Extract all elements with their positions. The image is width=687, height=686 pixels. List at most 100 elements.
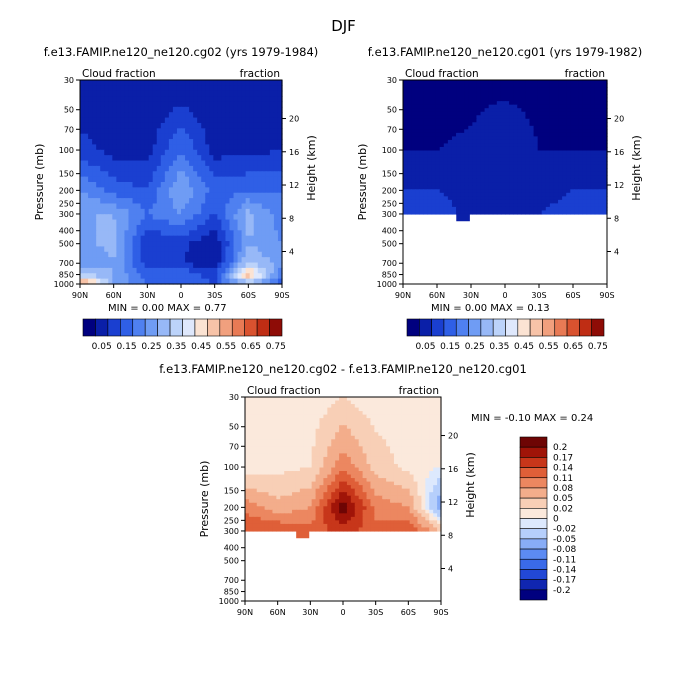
contour-cell [261,80,267,86]
contour-cell [92,208,97,215]
contour-cell [423,129,429,134]
contour-cell [128,144,134,151]
contour-cell [205,219,210,226]
contour-cell [431,132,437,138]
contour-cell [500,139,506,145]
contour-cell [100,214,105,221]
contour-cell [269,187,275,194]
contour-cell [284,463,289,469]
contour-cell [401,411,407,416]
contour-cell [168,224,174,231]
contour-cell [509,101,514,106]
contour-cell [264,435,270,440]
contour-cell [500,87,506,92]
contour-cell [562,199,567,204]
contour-cell [265,192,271,199]
contour-cell [148,182,154,188]
contour-cell [460,101,465,106]
contour-cell [112,101,117,108]
contour-cell [237,278,243,285]
x-tick-label: 90N [72,291,88,300]
contour-cell [209,246,214,253]
contour-cell [468,122,473,127]
contour-cell [229,96,235,103]
contour-cell [168,230,174,237]
contour-cell [586,210,592,215]
contour-cell [152,267,158,274]
contour-cell [156,267,162,274]
contour-cell [100,203,105,210]
contour-cell [116,278,121,285]
contour-cell [549,87,555,92]
contour-cell [570,157,575,162]
contour-cell [460,164,465,169]
contour-cell [517,189,522,194]
y2-tick-label: 8 [614,214,619,223]
contour-cell [578,136,584,141]
contour-cell [378,446,383,451]
colorbar-swatch [419,318,432,337]
contour-cell [468,175,473,180]
contour-cell [529,122,535,127]
contour-cell [260,407,266,412]
contour-cell [496,136,502,141]
contour-cell [562,132,567,138]
contour-cell [100,192,105,199]
contour-cell [480,164,486,169]
contour-cell [273,144,279,151]
contour-cell [140,139,146,146]
contour-cell [156,149,162,156]
contour-cell [443,115,449,120]
contour-cell [549,161,555,166]
contour-cell [496,87,502,92]
contour-cell [140,80,146,86]
contour-cell [261,96,267,103]
contour-cell [92,198,97,205]
contour-cell [537,206,543,212]
contour-cell [185,165,190,172]
contour-cell [172,128,178,135]
contour-cell [566,97,571,102]
contour-cell [144,165,150,172]
contour-cell [311,460,317,465]
contour-cell [140,208,146,215]
contour-cell [521,164,526,169]
contour-cell [273,90,279,97]
contour-cell [104,230,109,237]
contour-cell [307,411,313,416]
contour-cell [164,85,170,92]
contour-cell [484,83,490,88]
contour-cell [140,144,146,151]
contour-cell [358,421,364,426]
contour-cell [517,136,522,141]
contour-cell [582,129,588,134]
contour-cell [269,246,275,253]
contour-cell [509,125,514,130]
contour-cell [407,101,412,106]
contour-cell [264,397,270,402]
contour-cell [269,219,275,226]
contour-cell [92,267,97,274]
contour-cell [513,185,518,190]
contour-cell [245,101,251,108]
contour-cell [80,273,85,280]
contour-cell [229,192,235,199]
contour-cell [273,106,279,113]
contour-cell [354,425,360,430]
contour-cell [245,463,250,469]
contour-cell [253,122,259,129]
contour-cell [513,178,518,183]
contour-cell [241,96,247,103]
contour-cell [213,208,218,215]
contour-cell [488,196,494,201]
contour-cell [112,149,117,156]
contour-cell [96,155,101,162]
contour-cell [374,446,379,451]
contour-cell [451,157,457,162]
contour-cell [582,189,588,194]
contour-cell [403,178,408,183]
contour-cell [84,182,89,188]
contour-cell [409,460,415,465]
contour-cell [112,278,117,285]
contour-cell [500,199,506,204]
